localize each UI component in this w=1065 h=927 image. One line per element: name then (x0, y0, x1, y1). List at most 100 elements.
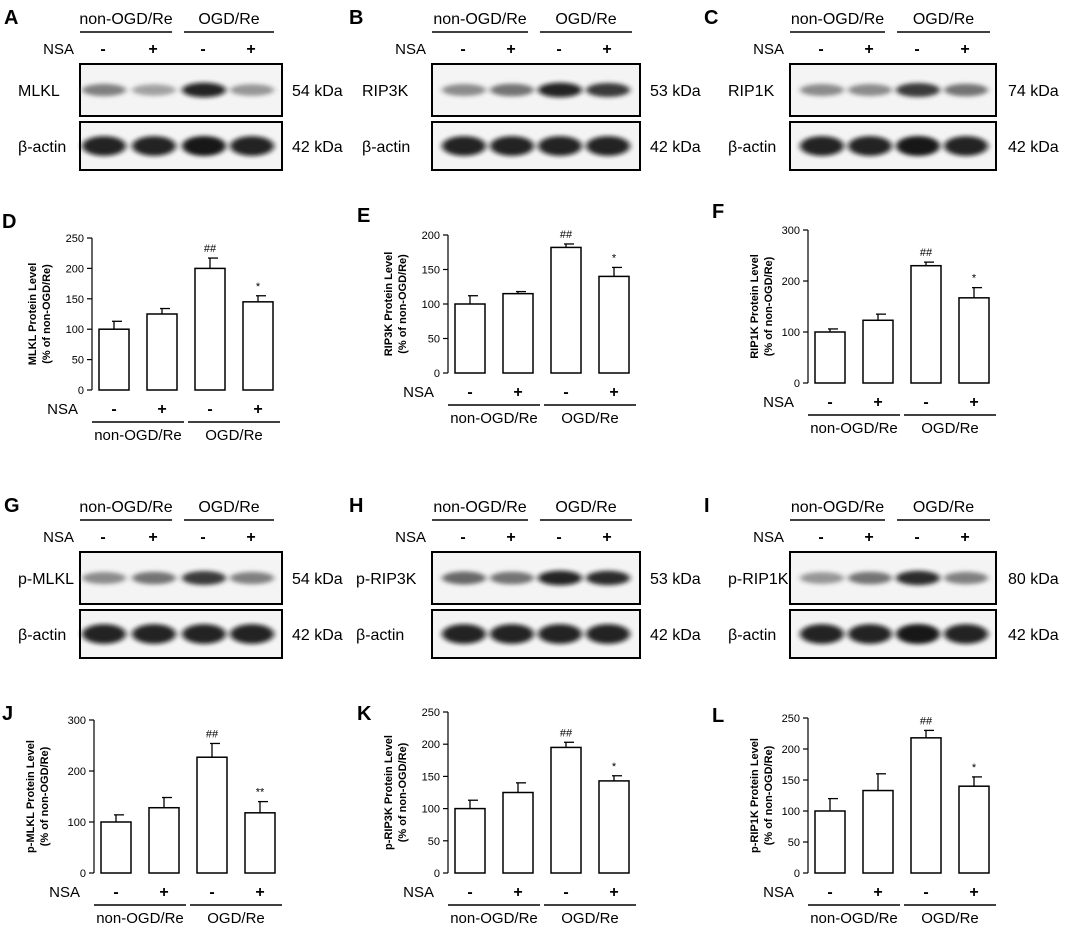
band (82, 572, 126, 584)
nsa-sign: + (873, 884, 882, 901)
panel-letter: B (349, 7, 363, 29)
nsa-sign: - (460, 529, 465, 546)
group-label-treated: OGD/Re (198, 11, 259, 28)
y-tick-label: 0 (794, 378, 800, 390)
bar-chart-f: F 0 100 200 300 RIP1K Protein Level (% of non-… (712, 201, 996, 437)
y-tick-label: 250 (66, 233, 84, 245)
band (896, 136, 940, 156)
bar (244, 812, 276, 874)
bar (98, 328, 130, 391)
panel-letter: E (357, 205, 370, 227)
y-tick-label: 300 (68, 715, 86, 727)
band (490, 83, 534, 97)
band (538, 82, 582, 98)
y-axis-label: p-RIP3K Protein Level (% of non-OGD/Re) (383, 735, 409, 850)
bar-chart-e: E 0 50 100 150 200 RIP3K Protein Level (% of no… (357, 205, 636, 427)
significance-mark: ## (920, 715, 933, 727)
band (230, 624, 274, 644)
band (848, 571, 892, 585)
panel-letter: C (704, 7, 718, 29)
bar (910, 737, 942, 874)
band (442, 624, 486, 644)
nsa-sign: - (827, 394, 832, 411)
band (132, 624, 176, 644)
bar (100, 821, 132, 874)
loading-control-label: β-actin (18, 627, 66, 644)
nsa-label: NSA (403, 884, 434, 901)
bar (814, 810, 846, 874)
group-label-treated: OGD/Re (198, 499, 259, 516)
band (132, 136, 176, 156)
nsa-sign: - (563, 384, 568, 401)
bar (598, 275, 630, 374)
nsa-label: NSA (763, 884, 794, 901)
y-axis-label-line: RIP3K Protein Level (383, 252, 395, 357)
band (586, 624, 630, 644)
nsa-sign: - (818, 529, 823, 546)
nsa-sign: + (864, 529, 873, 546)
significance-mark: ## (560, 727, 573, 739)
band (490, 624, 534, 644)
loading-control-label: β-actin (728, 627, 776, 644)
group-label-control: non-OGD/Re (96, 910, 184, 927)
y-axis-label: RIP3K Protein Level (% of non-OGD/Re) (383, 252, 409, 357)
y-axis-label-line: (% of non-OGD/Re) (763, 745, 775, 845)
bar (862, 319, 894, 384)
group-label-control: non-OGD/Re (791, 11, 884, 28)
bar (958, 297, 990, 384)
nsa-sign: - (100, 41, 105, 58)
loading-control-label: β-actin (362, 139, 410, 156)
nsa-sign: + (609, 884, 618, 901)
nsa-sign: - (209, 884, 214, 901)
significance-mark: * (972, 762, 977, 774)
bar (454, 303, 486, 374)
y-tick-label: 50 (72, 355, 84, 367)
y-tick-label: 200 (66, 263, 84, 275)
target-protein-label: p-RIP1K (728, 571, 789, 588)
band (182, 624, 226, 644)
band (538, 624, 582, 644)
band (944, 571, 988, 585)
y-tick-label: 250 (422, 707, 440, 719)
target-protein-label: MLKL (18, 83, 60, 100)
nsa-sign: - (923, 394, 928, 411)
nsa-label: NSA (395, 529, 426, 546)
y-axis-label-line: p-RIP1K Protein Level (749, 738, 761, 853)
significance-mark: * (612, 252, 617, 264)
y-axis-label-line: (% of non-OGD/Re) (41, 264, 53, 364)
y-axis-label-line: (% of non-OGD/Re) (397, 254, 409, 354)
nsa-sign: + (157, 401, 166, 418)
nsa-sign: + (960, 529, 969, 546)
y-axis-label-line: (% of non-OGD/Re) (39, 746, 51, 846)
kda-label: 54 kDa (292, 83, 343, 100)
nsa-sign: + (602, 41, 611, 58)
band (896, 82, 940, 98)
nsa-sign: - (563, 884, 568, 901)
nsa-label: NSA (47, 401, 78, 418)
nsa-label: NSA (43, 41, 74, 58)
nsa-sign: - (556, 41, 561, 58)
bar-chart-j: J 0 100 200 300 p-MLKL Protein Level (% of non… (2, 703, 282, 927)
nsa-sign: + (864, 41, 873, 58)
nsa-label: NSA (753, 41, 784, 58)
bar (910, 264, 942, 384)
y-tick-label: 100 (66, 324, 84, 336)
significance-mark: ## (206, 728, 219, 740)
nsa-sign: + (246, 41, 255, 58)
band (442, 136, 486, 156)
loading-control-label: β-actin (356, 627, 404, 644)
band (82, 83, 126, 97)
y-tick-label: 0 (794, 868, 800, 880)
bar (196, 756, 228, 874)
band (538, 136, 582, 156)
y-axis-label: RIP1K Protein Level (% of non-OGD/Re) (749, 254, 775, 359)
y-tick-label: 200 (68, 766, 86, 778)
nsa-sign: - (100, 529, 105, 546)
nsa-label: NSA (395, 41, 426, 58)
nsa-label: NSA (49, 884, 80, 901)
significance-mark: ## (204, 243, 217, 255)
significance-mark: ## (560, 229, 573, 241)
target-protein-label: p-MLKL (18, 571, 74, 588)
